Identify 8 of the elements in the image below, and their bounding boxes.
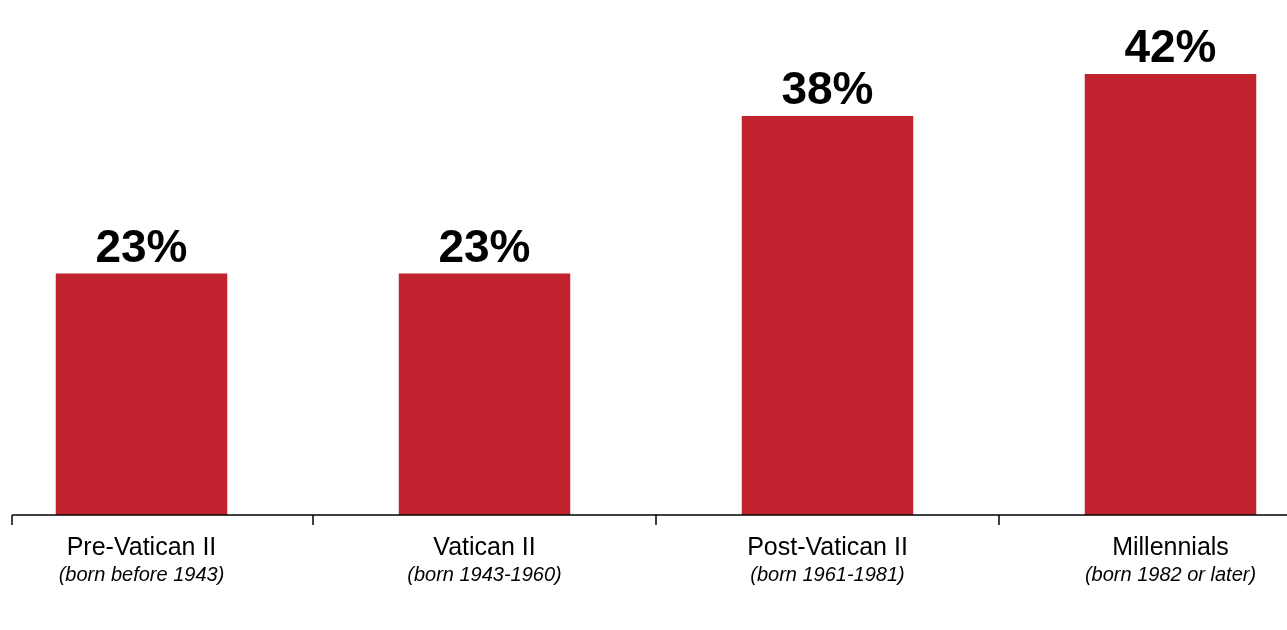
x-tick-label: Millennials (born 1982 or later) [1084, 532, 1257, 585]
x-tick-label: Post-Vatican II (born 1961-1981) [747, 532, 908, 585]
data-label: 42% [1124, 20, 1217, 72]
data-label: 23% [438, 219, 531, 272]
x-tick-label: Pre-Vatican II (born before 1943) [58, 532, 225, 585]
data-label: 23% [95, 219, 188, 272]
data-label: 38% [781, 62, 874, 114]
x-tick-label: Vatican II (born 1943-1960) [407, 532, 562, 585]
